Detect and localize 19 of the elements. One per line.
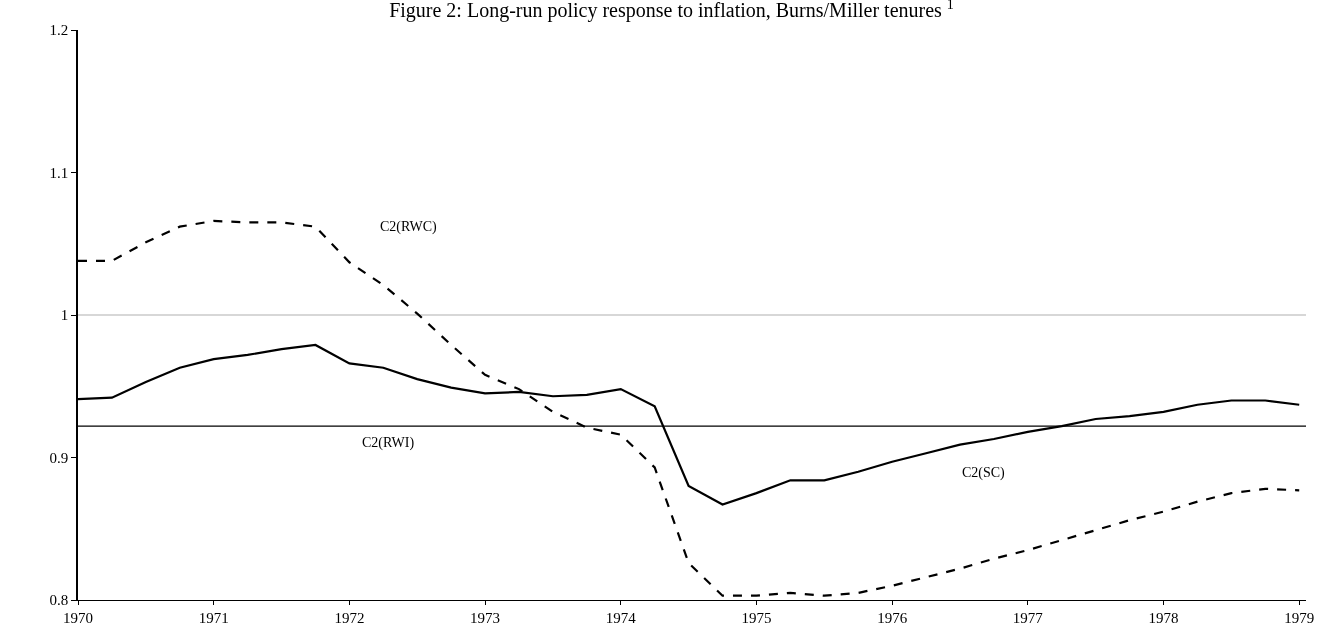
x-tick-label: 1972 [334, 610, 365, 626]
x-tick-label: 1974 [605, 610, 637, 626]
y-tick-label: 1 [60, 307, 69, 324]
x-tick-label: 1975 [741, 610, 772, 626]
y-tick-label: 0.8 [49, 592, 69, 609]
x-tick-label: 1970 [63, 610, 93, 626]
x-tick-label: 1973 [470, 610, 501, 626]
y-tick-label: 1.1 [49, 164, 69, 181]
x-tick-label: 1978 [1148, 610, 1179, 626]
y-tick-label: 1.2 [49, 22, 69, 39]
x-tick-label: 1979 [1284, 610, 1315, 626]
ref-line-label: C2(RWI) [362, 435, 415, 451]
x-tick-label: 1971 [198, 610, 229, 626]
chart-title: Figure 2: Long-run policy response to inflation, Burns/Miller tenures $^{1}$ [389, 0, 954, 23]
text: C2(RWC) [380, 219, 438, 235]
series-label: C2(SC) [962, 465, 1006, 481]
x-tick-label: 1976 [877, 610, 908, 626]
y-tick-label: 0.9 [49, 449, 69, 466]
x-tick-label: 1977 [1012, 610, 1044, 626]
